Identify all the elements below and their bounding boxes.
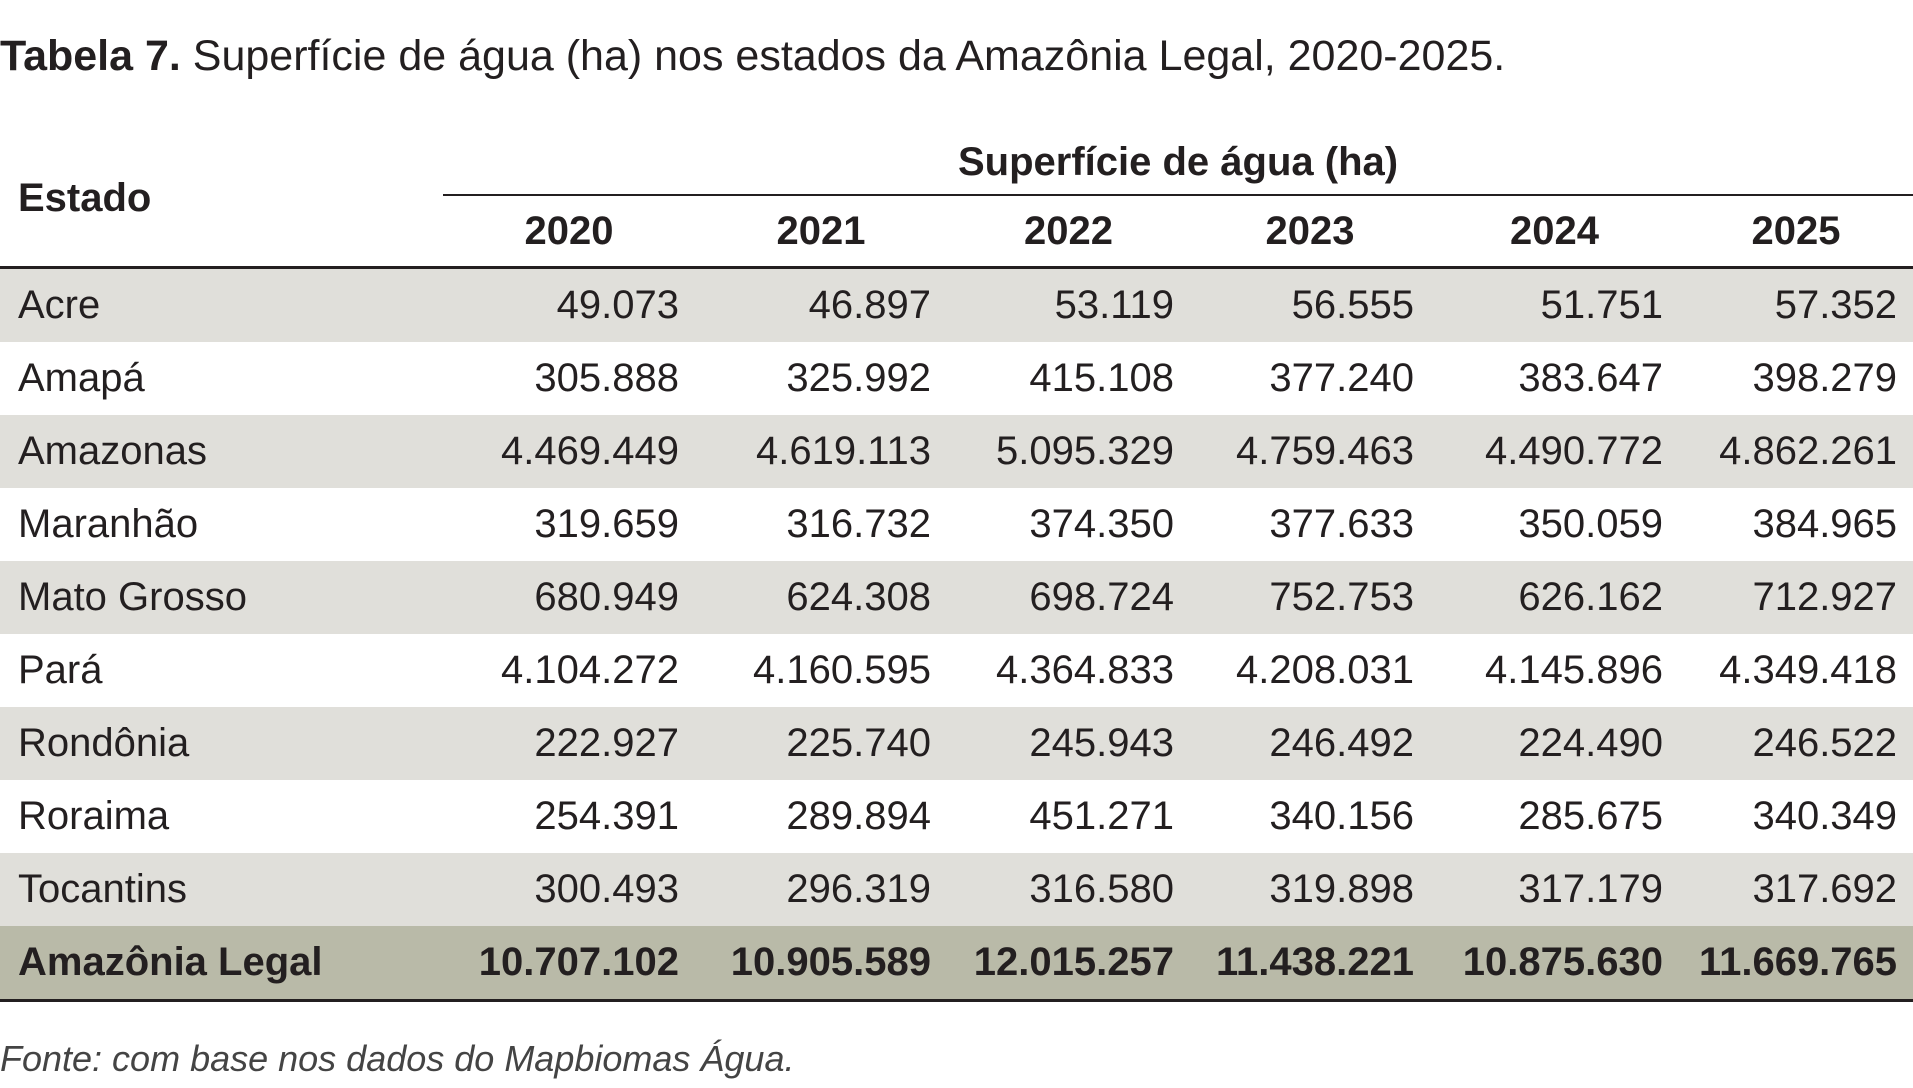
water-surface-group-header: Superfície de água (ha) bbox=[957, 139, 1399, 184]
value-cell: 246.522 bbox=[1679, 707, 1913, 780]
value-cell: 4.759.463 bbox=[1190, 415, 1430, 488]
value-cell: 4.160.595 bbox=[695, 634, 947, 707]
value-cell: 752.753 bbox=[1190, 561, 1430, 634]
value-cell: 4.364.833 bbox=[947, 634, 1190, 707]
source-note: Fonte: com base nos dados do Mapbiomas Á… bbox=[0, 1038, 795, 1079]
table-body: Acre 49.073 46.897 53.119 56.555 51.751 … bbox=[0, 267, 1913, 1002]
value-cell: 384.965 bbox=[1679, 488, 1913, 561]
year-header: 2023 bbox=[1190, 194, 1430, 269]
value-cell: 398.279 bbox=[1679, 342, 1913, 415]
value-cell: 4.145.896 bbox=[1430, 634, 1679, 707]
value-cell: 305.888 bbox=[443, 342, 695, 415]
year-header: 2021 bbox=[695, 194, 947, 269]
state-name: Amazonas bbox=[0, 415, 443, 488]
value-cell: 49.073 bbox=[443, 267, 695, 342]
value-cell: 374.350 bbox=[947, 488, 1190, 561]
value-cell: 712.927 bbox=[1679, 561, 1913, 634]
value-cell: 57.352 bbox=[1679, 267, 1913, 342]
value-cell: 225.740 bbox=[695, 707, 947, 780]
year-header: 2022 bbox=[947, 194, 1190, 269]
value-cell: 285.675 bbox=[1430, 780, 1679, 853]
value-cell: 53.119 bbox=[947, 267, 1190, 342]
state-name: Mato Grosso bbox=[0, 561, 443, 634]
total-value-cell: 10.875.630 bbox=[1430, 926, 1679, 1002]
table-row: Rondônia 222.927 225.740 245.943 246.492… bbox=[0, 707, 1913, 780]
table-row: Pará 4.104.272 4.160.595 4.364.833 4.208… bbox=[0, 634, 1913, 707]
value-cell: 245.943 bbox=[947, 707, 1190, 780]
value-cell: 340.156 bbox=[1190, 780, 1430, 853]
table-caption: Tabela 7. Superfície de água (ha) nos es… bbox=[0, 28, 1505, 84]
state-name: Amapá bbox=[0, 342, 443, 415]
value-cell: 317.692 bbox=[1679, 853, 1913, 926]
value-cell: 300.493 bbox=[443, 853, 695, 926]
total-value-cell: 10.905.589 bbox=[695, 926, 947, 1002]
table-row: Amapá 305.888 325.992 415.108 377.240 38… bbox=[0, 342, 1913, 415]
caption-text: Superfície de água (ha) nos estados da A… bbox=[192, 32, 1506, 80]
value-cell: 254.391 bbox=[443, 780, 695, 853]
value-cell: 289.894 bbox=[695, 780, 947, 853]
value-cell: 46.897 bbox=[695, 267, 947, 342]
value-cell: 317.179 bbox=[1430, 853, 1679, 926]
value-cell: 4.490.772 bbox=[1430, 415, 1679, 488]
value-cell: 5.095.329 bbox=[947, 415, 1190, 488]
value-cell: 377.633 bbox=[1190, 488, 1430, 561]
total-value-cell: 10.707.102 bbox=[443, 926, 695, 1002]
total-value-cell: 11.438.221 bbox=[1190, 926, 1430, 1002]
value-cell: 340.349 bbox=[1679, 780, 1913, 853]
caption-label: Tabela 7. bbox=[0, 32, 181, 80]
state-name: Acre bbox=[0, 267, 443, 342]
value-cell: 4.349.418 bbox=[1679, 634, 1913, 707]
value-cell: 316.580 bbox=[947, 853, 1190, 926]
state-name: Roraima bbox=[0, 780, 443, 853]
total-value-cell: 12.015.257 bbox=[947, 926, 1190, 1002]
group-header-row: Estado Superfície de água (ha) bbox=[0, 130, 1913, 269]
value-cell: 4.469.449 bbox=[443, 415, 695, 488]
value-cell: 51.751 bbox=[1430, 267, 1679, 342]
value-cell: 246.492 bbox=[1190, 707, 1430, 780]
value-cell: 4.208.031 bbox=[1190, 634, 1430, 707]
table-row: Roraima 254.391 289.894 451.271 340.156 … bbox=[0, 780, 1913, 853]
value-cell: 316.732 bbox=[695, 488, 947, 561]
value-cell: 415.108 bbox=[947, 342, 1190, 415]
year-header: 2020 bbox=[443, 194, 695, 269]
table-row: Tocantins 300.493 296.319 316.580 319.89… bbox=[0, 853, 1913, 926]
value-cell: 319.659 bbox=[443, 488, 695, 561]
total-label: Amazônia Legal bbox=[0, 926, 443, 1002]
value-cell: 624.308 bbox=[695, 561, 947, 634]
year-header: 2025 bbox=[1679, 194, 1913, 269]
state-column-header: Estado bbox=[0, 130, 443, 269]
value-cell: 325.992 bbox=[695, 342, 947, 415]
state-name: Pará bbox=[0, 634, 443, 707]
year-header: 2024 bbox=[1430, 194, 1679, 269]
value-cell: 4.862.261 bbox=[1679, 415, 1913, 488]
year-header-row: 2020 2021 2022 2023 2024 2025 bbox=[0, 194, 1913, 269]
state-name: Tocantins bbox=[0, 853, 443, 926]
value-cell: 222.927 bbox=[443, 707, 695, 780]
table-header: Estado Superfície de água (ha) 2020 2021… bbox=[0, 130, 1913, 269]
value-cell: 296.319 bbox=[695, 853, 947, 926]
state-name: Maranhão bbox=[0, 488, 443, 561]
value-cell: 451.271 bbox=[947, 780, 1190, 853]
table-row: Acre 49.073 46.897 53.119 56.555 51.751 … bbox=[0, 267, 1913, 342]
value-cell: 319.898 bbox=[1190, 853, 1430, 926]
value-cell: 4.104.272 bbox=[443, 634, 695, 707]
value-cell: 698.724 bbox=[947, 561, 1190, 634]
table-row: Amazonas 4.469.449 4.619.113 5.095.329 4… bbox=[0, 415, 1913, 488]
table-row: Mato Grosso 680.949 624.308 698.724 752.… bbox=[0, 561, 1913, 634]
value-cell: 224.490 bbox=[1430, 707, 1679, 780]
total-value-cell: 11.669.765 bbox=[1679, 926, 1913, 1002]
water-surface-table: Estado Superfície de água (ha) 2020 2021… bbox=[0, 130, 1913, 1002]
value-cell: 56.555 bbox=[1190, 267, 1430, 342]
value-cell: 4.619.113 bbox=[695, 415, 947, 488]
value-cell: 350.059 bbox=[1430, 488, 1679, 561]
value-cell: 377.240 bbox=[1190, 342, 1430, 415]
state-name: Rondônia bbox=[0, 707, 443, 780]
value-cell: 680.949 bbox=[443, 561, 695, 634]
total-row: Amazônia Legal 10.707.102 10.905.589 12.… bbox=[0, 926, 1913, 1002]
value-cell: 626.162 bbox=[1430, 561, 1679, 634]
table-row: Maranhão 319.659 316.732 374.350 377.633… bbox=[0, 488, 1913, 561]
value-cell: 383.647 bbox=[1430, 342, 1679, 415]
